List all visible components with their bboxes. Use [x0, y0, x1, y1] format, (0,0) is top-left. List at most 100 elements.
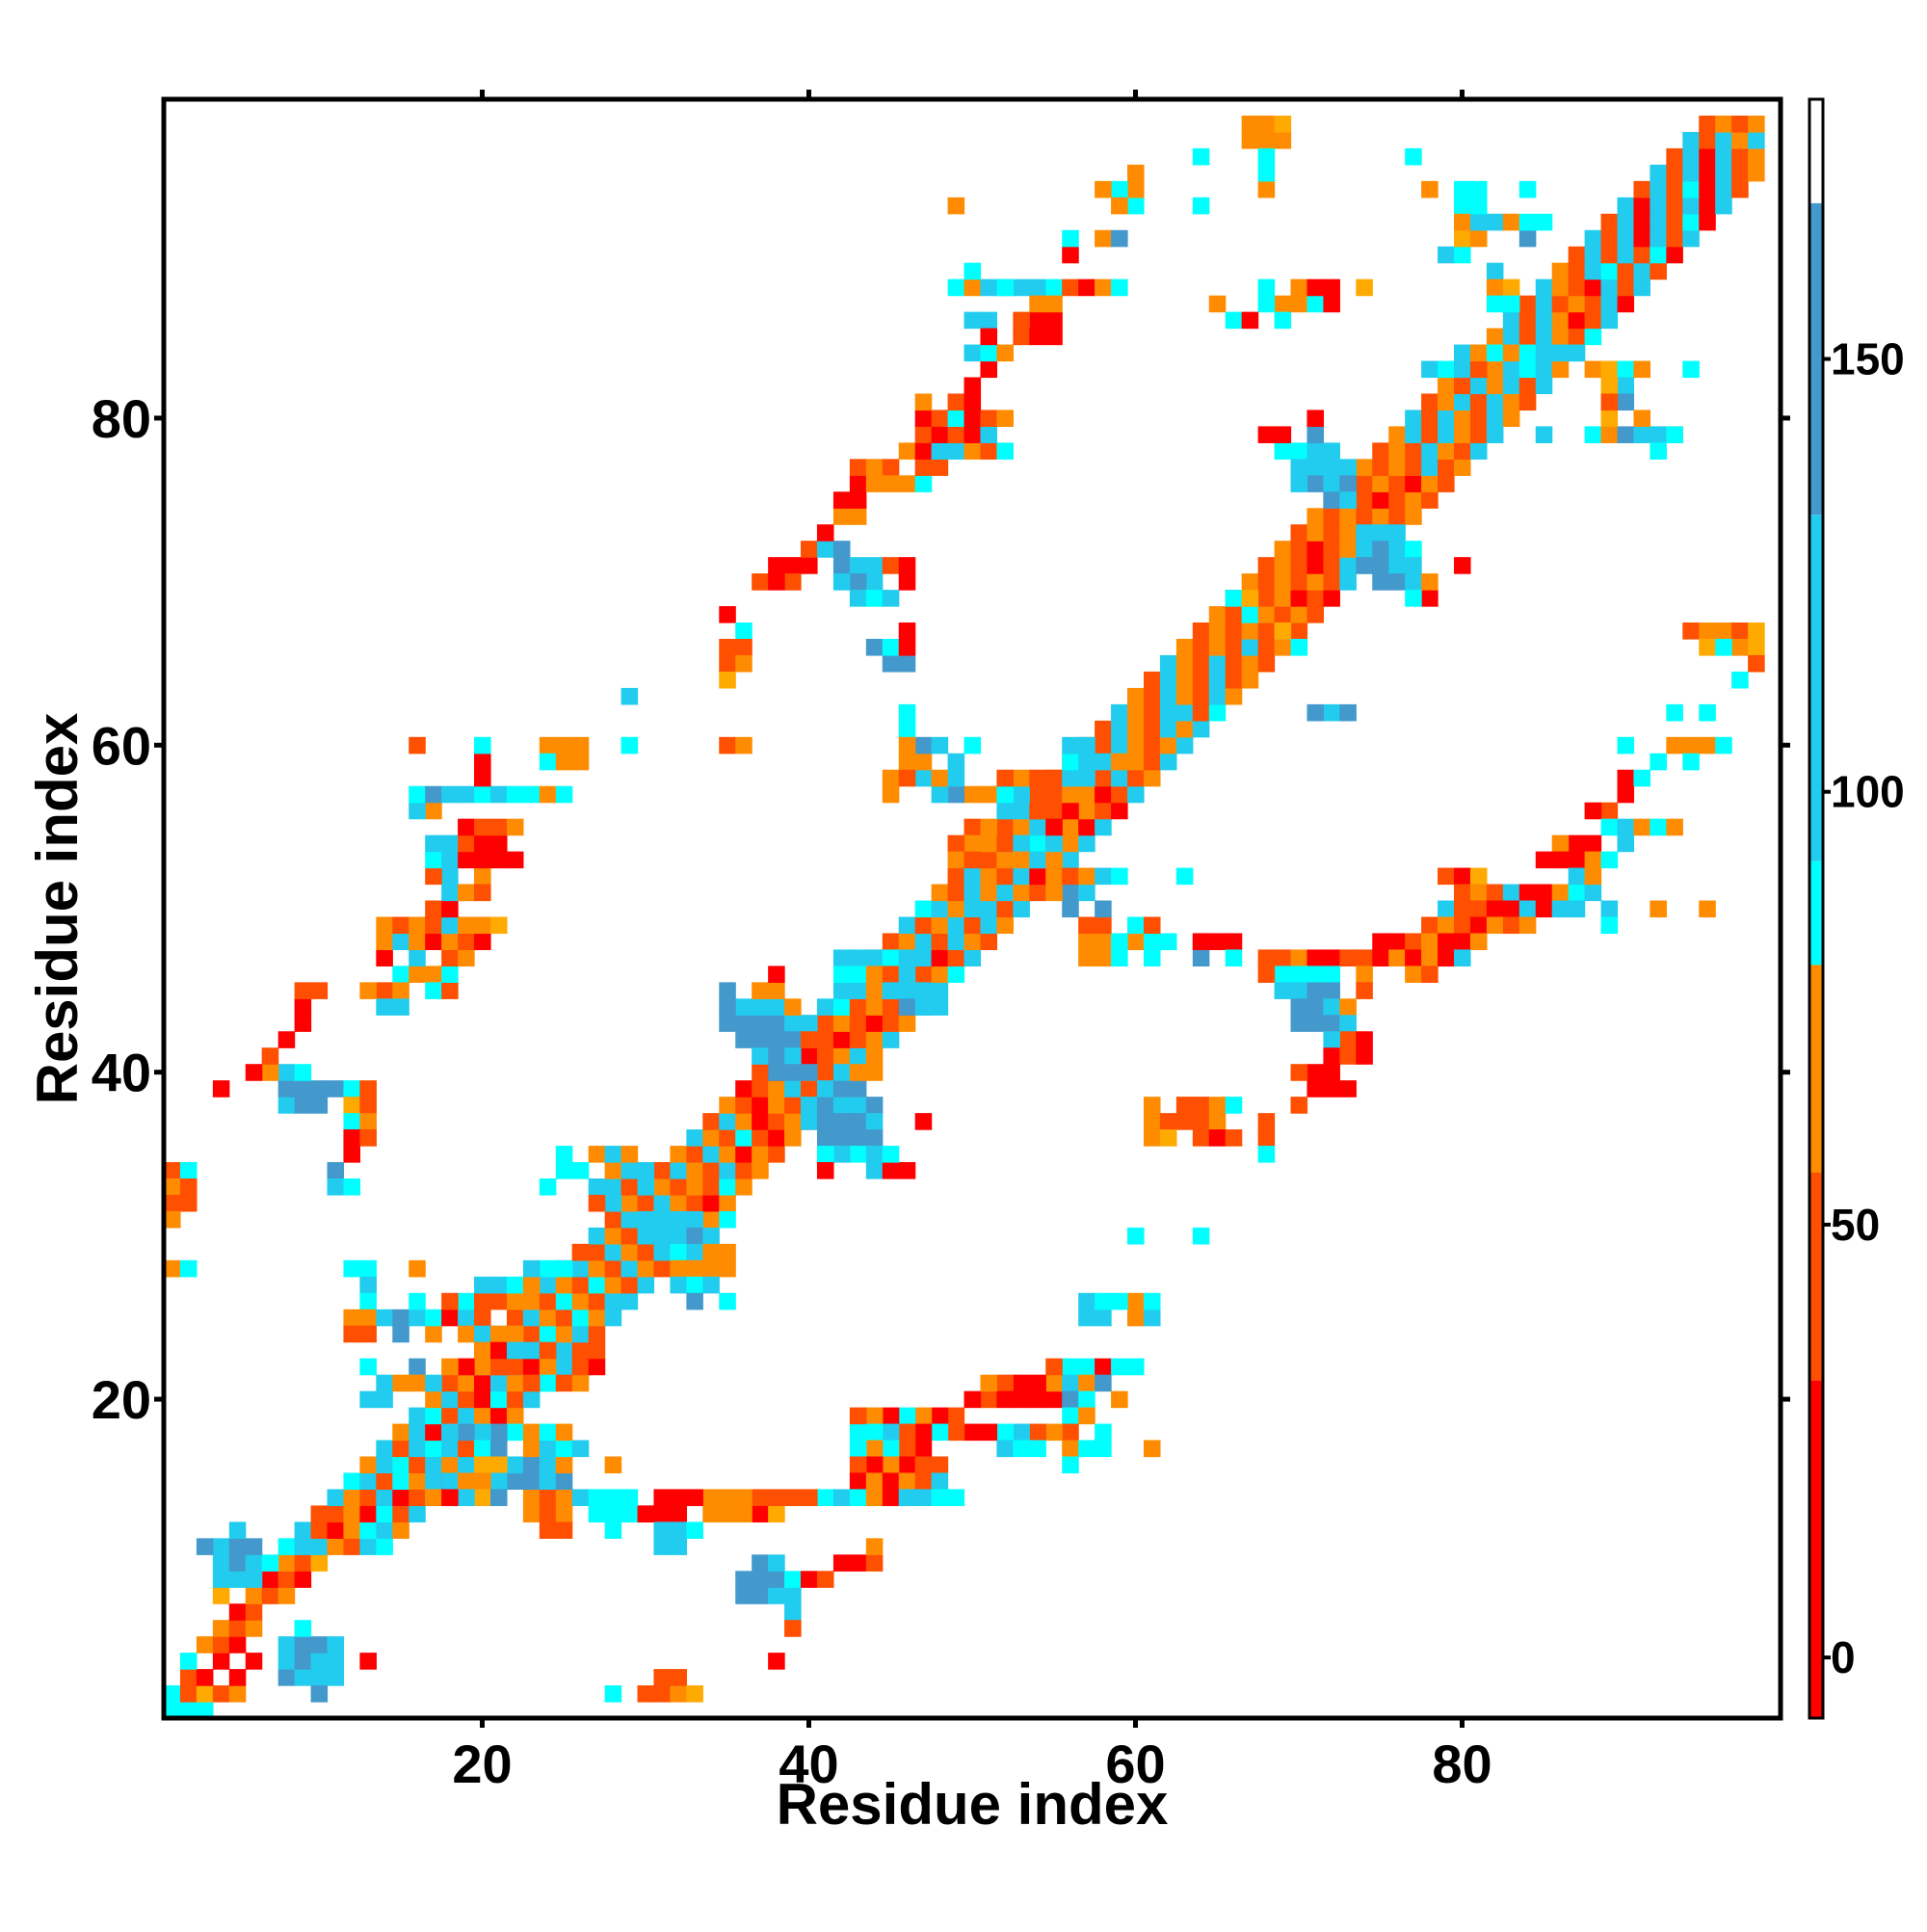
heatmap-cell: [261, 1587, 279, 1604]
heatmap-cell: [849, 557, 867, 574]
heatmap-cell: [1307, 1015, 1325, 1032]
heatmap-cell: [1339, 491, 1357, 509]
heatmap-cell: [1127, 1309, 1145, 1327]
heatmap-cell: [1339, 541, 1357, 558]
heatmap-cell: [1013, 818, 1030, 836]
heatmap-cell: [179, 1178, 198, 1196]
heatmap-cell: [1731, 622, 1749, 640]
heatmap-cell: [980, 360, 998, 379]
heatmap-cell: [1208, 639, 1227, 656]
heatmap-cell: [784, 1587, 802, 1604]
heatmap-cell: [1062, 834, 1079, 853]
heatmap-cell: [719, 1505, 736, 1522]
heatmap-cell: [1666, 147, 1683, 166]
heatmap-cell: [1323, 590, 1340, 607]
heatmap-cell: [653, 1227, 672, 1245]
heatmap-cell: [1062, 1374, 1079, 1392]
heatmap-cell: [882, 785, 900, 804]
heatmap-cell: [1388, 442, 1406, 460]
heatmap-cell: [980, 426, 998, 443]
heatmap-cell: [1323, 524, 1340, 542]
heatmap-cell: [849, 1472, 867, 1491]
heatmap-cell: [212, 1554, 230, 1572]
heatmap-cell: [670, 1489, 687, 1506]
heatmap-cell: [1682, 197, 1700, 215]
heatmap-cell: [1372, 933, 1389, 951]
heatmap-cell: [376, 1440, 393, 1458]
heatmap-cell: [1388, 933, 1406, 951]
heatmap-cell: [964, 393, 982, 411]
heatmap-cell: [522, 1456, 541, 1474]
heatmap-cell: [1127, 916, 1145, 935]
heatmap-cell: [980, 1423, 998, 1442]
heatmap-cell: [1715, 622, 1732, 640]
heatmap-cell: [1438, 459, 1455, 476]
heatmap-cell: [1405, 966, 1422, 983]
heatmap-cell: [1241, 654, 1259, 673]
heatmap-cell: [343, 1097, 360, 1114]
heatmap-cell: [604, 1259, 622, 1278]
heatmap-cell: [1045, 1374, 1063, 1392]
heatmap-cell: [1600, 246, 1619, 264]
heatmap-cell: [277, 1097, 296, 1114]
heatmap-cell: [1159, 671, 1177, 689]
heatmap-cell: [1650, 426, 1667, 443]
heatmap-cell: [996, 1390, 1014, 1409]
heatmap-cell: [1617, 197, 1635, 215]
heatmap-cell: [1175, 1113, 1194, 1130]
heatmap-cell: [458, 1374, 475, 1392]
heatmap-cell: [1617, 818, 1635, 836]
heatmap-cell: [735, 998, 752, 1016]
heatmap-cell: [409, 1489, 426, 1506]
heatmap-cell: [277, 1064, 296, 1081]
heatmap-cell: [1356, 541, 1373, 558]
heatmap-cell: [1062, 802, 1079, 820]
heatmap-cell: [1748, 131, 1765, 149]
heatmap-cell: [1650, 442, 1667, 460]
heatmap-cell: [980, 818, 998, 836]
heatmap-cell: [735, 622, 752, 640]
heatmap-cell: [768, 1064, 785, 1081]
heatmap-cell: [588, 1358, 606, 1376]
heatmap-cell: [1078, 884, 1095, 902]
heatmap-cell: [343, 1178, 360, 1196]
colorbar-band: [1809, 860, 1823, 966]
heatmap-cell: [179, 1702, 198, 1719]
heatmap-cell: [980, 442, 998, 460]
x-axis-title: Residue index: [777, 1772, 1169, 1837]
heatmap-cell: [1290, 459, 1308, 476]
heatmap-cell: [832, 541, 851, 558]
heatmap-cell: [164, 1178, 181, 1196]
heatmap-cell: [1208, 295, 1227, 313]
heatmap-cell: [571, 1259, 590, 1278]
heatmap-cell: [898, 1456, 916, 1474]
heatmap-cell: [376, 949, 393, 966]
heatmap-cell: [1405, 459, 1422, 476]
heatmap-cell: [1731, 164, 1749, 182]
heatmap-cell: [343, 1489, 360, 1506]
heatmap-cell: [327, 1080, 345, 1098]
heatmap-cell: [719, 1489, 736, 1506]
heatmap-cell: [489, 785, 508, 804]
heatmap-cell: [1045, 818, 1063, 836]
colorbar-tick-label: 0: [1831, 1632, 1856, 1682]
heatmap-cell: [588, 1259, 606, 1278]
heatmap-cell: [653, 1685, 672, 1703]
heatmap-cell: [425, 1407, 442, 1425]
heatmap-cell: [1748, 147, 1765, 166]
heatmap-cell: [752, 1129, 769, 1147]
heatmap-cell: [914, 442, 933, 460]
heatmap-cell: [441, 1472, 459, 1491]
heatmap-cell: [1469, 916, 1488, 935]
heatmap-cell: [914, 933, 933, 951]
heatmap-cell: [1339, 524, 1357, 542]
heatmap-cell: [1274, 639, 1292, 656]
heatmap-cell: [1323, 1047, 1340, 1065]
heatmap-cell: [1388, 491, 1406, 509]
heatmap-cell: [882, 1456, 900, 1474]
heatmap-cell: [1045, 867, 1063, 886]
heatmap-cell: [849, 949, 867, 966]
heatmap-cell: [1143, 736, 1161, 754]
heatmap-cell: [522, 1390, 541, 1409]
heatmap-cell: [964, 442, 982, 460]
